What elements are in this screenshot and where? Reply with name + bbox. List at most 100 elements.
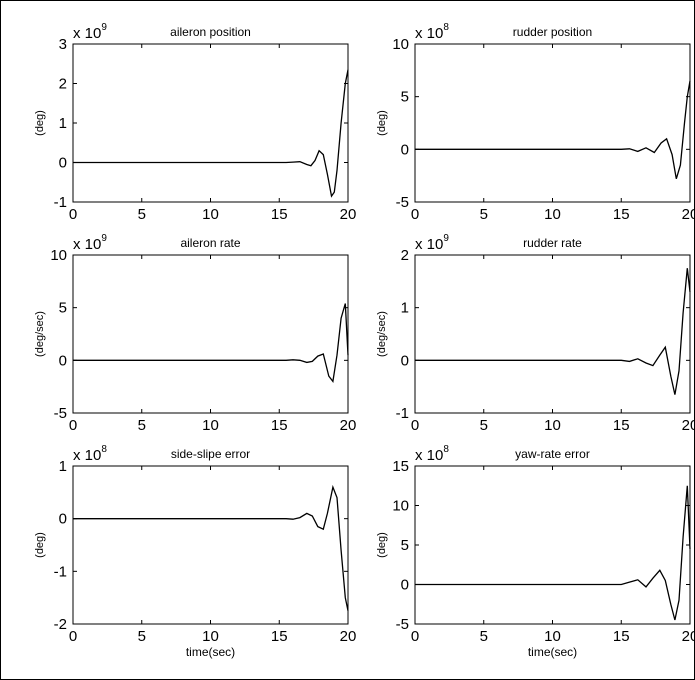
subplot-title: rudder position bbox=[513, 25, 592, 39]
y-tick-label: 1 bbox=[59, 458, 67, 475]
subplot-title: rudder rate bbox=[523, 236, 582, 250]
y-tick-label: 0 bbox=[401, 352, 409, 369]
y-tick-label: 0 bbox=[401, 577, 409, 594]
subplot-5: 0 5 10 15 20 -2 -1 0 1 x 108 side-slipe error (deg)… bbox=[34, 444, 356, 659]
x-tick-label: 0 bbox=[411, 628, 419, 645]
y-axis-label: (deg/sec) bbox=[376, 311, 388, 357]
multiplier-base: x 10 bbox=[415, 447, 443, 464]
plot-area bbox=[414, 254, 691, 414]
y-tick-label: -1 bbox=[54, 194, 67, 211]
x-tick-label: 10 bbox=[202, 417, 219, 434]
axis-multiplier: x 109 bbox=[73, 233, 107, 253]
y-tick-label: 0 bbox=[59, 155, 67, 172]
y-tick-label: 0 bbox=[401, 141, 409, 158]
subplot-title: yaw-rate error bbox=[515, 447, 590, 461]
y-tick-label: 1 bbox=[401, 300, 409, 317]
plot-area bbox=[72, 43, 349, 203]
x-tick-label: 10 bbox=[544, 628, 561, 645]
x-tick-label: 15 bbox=[613, 206, 630, 223]
x-tick-label: 5 bbox=[480, 628, 488, 645]
multiplier-exponent: 8 bbox=[101, 444, 107, 455]
x-tick-label: 10 bbox=[544, 206, 561, 223]
x-tick-label: 20 bbox=[682, 628, 695, 645]
y-tick-label: 10 bbox=[392, 498, 409, 515]
x-axis-label: time(sec) bbox=[186, 645, 235, 659]
series-line-1 bbox=[415, 485, 691, 621]
multiplier-base: x 10 bbox=[73, 236, 101, 253]
x-tick-label: 15 bbox=[613, 628, 630, 645]
y-axis-label: (deg) bbox=[376, 532, 388, 558]
y-tick-label: 0 bbox=[59, 352, 67, 369]
y-tick-label: 2 bbox=[401, 247, 409, 264]
x-tick-label: 5 bbox=[138, 628, 146, 645]
x-tick-label: 5 bbox=[138, 417, 146, 434]
series-line-1 bbox=[415, 80, 691, 179]
x-tick-label: 10 bbox=[202, 206, 219, 223]
y-tick-label: -5 bbox=[54, 405, 67, 422]
y-tick-label: -5 bbox=[396, 616, 409, 633]
plot-area bbox=[72, 465, 349, 625]
multiplier-base: x 10 bbox=[73, 447, 101, 464]
subplot-title: aileron position bbox=[170, 25, 251, 39]
y-tick-label: 5 bbox=[401, 537, 409, 554]
x-tick-label: 0 bbox=[411, 417, 419, 434]
x-tick-label: 0 bbox=[69, 206, 77, 223]
y-tick-label: 5 bbox=[401, 89, 409, 106]
axis-multiplier: x 109 bbox=[415, 233, 449, 253]
y-tick-label: 1 bbox=[59, 115, 67, 132]
x-axis-label: time(sec) bbox=[528, 645, 577, 659]
y-axis-label: (deg/sec) bbox=[34, 311, 46, 357]
multiplier-exponent: 9 bbox=[101, 233, 107, 244]
y-tick-label: 15 bbox=[392, 458, 409, 475]
plot-area bbox=[414, 465, 691, 625]
x-tick-label: 20 bbox=[340, 206, 357, 223]
y-axis-label: (deg) bbox=[376, 110, 388, 136]
subplot-title: aileron rate bbox=[180, 236, 240, 250]
x-tick-label: 10 bbox=[544, 417, 561, 434]
x-tick-label: 10 bbox=[202, 628, 219, 645]
y-axis-label: (deg) bbox=[34, 110, 46, 136]
plot-area bbox=[414, 43, 691, 203]
axis-multiplier: x 108 bbox=[415, 22, 449, 42]
x-tick-label: 15 bbox=[271, 206, 288, 223]
multiplier-base: x 10 bbox=[73, 25, 101, 42]
y-tick-label: -2 bbox=[54, 616, 67, 633]
x-tick-label: 5 bbox=[138, 206, 146, 223]
y-tick-label: -5 bbox=[396, 194, 409, 211]
x-tick-label: 0 bbox=[411, 206, 419, 223]
y-tick-label: 10 bbox=[50, 247, 67, 264]
subplot-title: side-slipe error bbox=[171, 447, 250, 461]
x-tick-label: 5 bbox=[480, 417, 488, 434]
axis-multiplier: x 108 bbox=[415, 444, 449, 464]
series-line-1 bbox=[73, 484, 349, 611]
x-tick-label: 15 bbox=[613, 417, 630, 434]
multiplier-exponent: 9 bbox=[101, 22, 107, 33]
x-tick-label: 0 bbox=[69, 417, 77, 434]
y-tick-label: -1 bbox=[54, 563, 67, 580]
y-axis-label: (deg) bbox=[34, 532, 46, 558]
x-tick-label: 15 bbox=[271, 628, 288, 645]
multiplier-base: x 10 bbox=[415, 236, 443, 253]
y-tick-label: 10 bbox=[392, 36, 409, 53]
y-tick-label: 2 bbox=[59, 76, 67, 93]
x-tick-label: 15 bbox=[271, 417, 288, 434]
axis-multiplier: x 108 bbox=[73, 444, 107, 464]
plot-area bbox=[72, 254, 349, 414]
multiplier-exponent: 8 bbox=[443, 22, 449, 33]
series-line-1 bbox=[415, 268, 691, 395]
x-tick-label: 20 bbox=[682, 417, 695, 434]
y-tick-label: 5 bbox=[59, 300, 67, 317]
y-tick-label: 0 bbox=[59, 511, 67, 528]
x-tick-label: 20 bbox=[340, 628, 357, 645]
multiplier-exponent: 9 bbox=[443, 233, 449, 244]
y-tick-label: 3 bbox=[59, 36, 67, 53]
series-line-1 bbox=[73, 303, 349, 383]
x-tick-label: 20 bbox=[682, 206, 695, 223]
y-tick-label: -1 bbox=[396, 405, 409, 422]
